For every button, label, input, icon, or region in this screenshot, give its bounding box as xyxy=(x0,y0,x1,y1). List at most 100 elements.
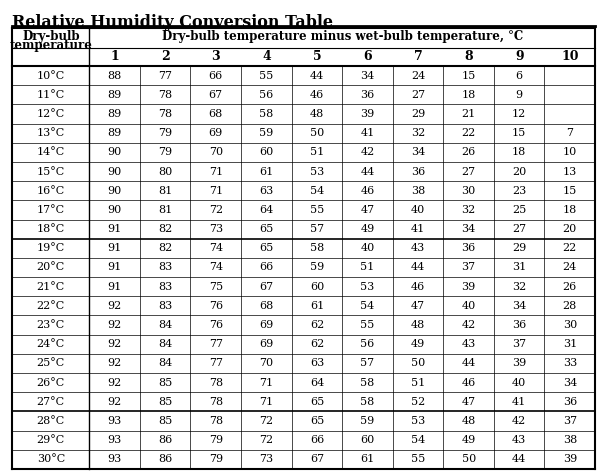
Text: 92: 92 xyxy=(107,301,122,311)
Text: 36: 36 xyxy=(512,320,526,330)
Text: 34: 34 xyxy=(361,71,374,81)
Text: 53: 53 xyxy=(361,282,374,292)
Text: 49: 49 xyxy=(411,339,425,349)
Text: 49: 49 xyxy=(461,435,476,445)
Text: 30: 30 xyxy=(461,186,476,196)
Text: 20°C: 20°C xyxy=(37,263,65,273)
Text: 20: 20 xyxy=(512,166,526,176)
Text: 54: 54 xyxy=(361,301,374,311)
Text: 44: 44 xyxy=(411,263,425,273)
Text: 82: 82 xyxy=(158,224,172,234)
Text: 19°C: 19°C xyxy=(37,243,65,253)
Text: 76: 76 xyxy=(209,301,223,311)
Text: 16°C: 16°C xyxy=(37,186,65,196)
Text: 25°C: 25°C xyxy=(37,358,65,368)
Text: 46: 46 xyxy=(461,378,476,388)
Text: 66: 66 xyxy=(259,263,274,273)
Text: 11°C: 11°C xyxy=(37,90,65,100)
Text: 71: 71 xyxy=(259,397,274,407)
Text: 70: 70 xyxy=(209,147,223,157)
Text: 88: 88 xyxy=(107,71,122,81)
Text: 67: 67 xyxy=(310,455,324,465)
Text: 69: 69 xyxy=(259,320,274,330)
Text: 91: 91 xyxy=(107,263,122,273)
Text: 91: 91 xyxy=(107,243,122,253)
Text: 42: 42 xyxy=(461,320,476,330)
Text: 67: 67 xyxy=(209,90,223,100)
Text: 4: 4 xyxy=(262,50,271,63)
Text: 82: 82 xyxy=(158,243,172,253)
Text: 34: 34 xyxy=(461,224,476,234)
Text: 51: 51 xyxy=(310,147,324,157)
Text: 8: 8 xyxy=(464,50,473,63)
Text: 83: 83 xyxy=(158,263,172,273)
Text: 54: 54 xyxy=(310,186,324,196)
Text: 50: 50 xyxy=(411,358,425,368)
Text: 24: 24 xyxy=(411,71,425,81)
Text: 27: 27 xyxy=(461,166,476,176)
Text: 86: 86 xyxy=(158,435,172,445)
Text: 39: 39 xyxy=(461,282,476,292)
Text: 56: 56 xyxy=(361,339,374,349)
Text: 79: 79 xyxy=(158,128,172,138)
Text: 48: 48 xyxy=(310,109,324,119)
Text: 61: 61 xyxy=(361,455,374,465)
Text: 46: 46 xyxy=(361,186,374,196)
Text: 76: 76 xyxy=(209,320,223,330)
Text: 72: 72 xyxy=(259,416,274,426)
Text: 14°C: 14°C xyxy=(37,147,65,157)
Text: 92: 92 xyxy=(107,397,122,407)
Text: 68: 68 xyxy=(209,109,223,119)
Text: 40: 40 xyxy=(361,243,374,253)
Text: 58: 58 xyxy=(259,109,274,119)
Text: 10°C: 10°C xyxy=(37,71,65,81)
Text: 58: 58 xyxy=(361,397,374,407)
Text: 30: 30 xyxy=(563,320,577,330)
Text: 44: 44 xyxy=(310,71,324,81)
Text: 37: 37 xyxy=(512,339,526,349)
Text: 5: 5 xyxy=(313,50,321,63)
Text: 20: 20 xyxy=(563,224,577,234)
Text: 72: 72 xyxy=(209,205,223,215)
Text: 17°C: 17°C xyxy=(37,205,65,215)
Text: 85: 85 xyxy=(158,397,172,407)
Text: 47: 47 xyxy=(461,397,476,407)
Text: 30°C: 30°C xyxy=(37,455,65,465)
Text: 15°C: 15°C xyxy=(37,166,65,176)
Text: 81: 81 xyxy=(158,205,172,215)
Text: 39: 39 xyxy=(563,455,577,465)
Text: 27: 27 xyxy=(512,224,526,234)
Text: 29: 29 xyxy=(411,109,425,119)
Text: 83: 83 xyxy=(158,282,172,292)
Text: 32: 32 xyxy=(411,128,425,138)
Text: 39: 39 xyxy=(361,109,374,119)
Text: 54: 54 xyxy=(411,435,425,445)
Text: 31: 31 xyxy=(563,339,577,349)
Text: 79: 79 xyxy=(158,147,172,157)
Text: 77: 77 xyxy=(209,339,223,349)
Text: 38: 38 xyxy=(563,435,577,445)
Text: 65: 65 xyxy=(259,224,274,234)
Text: 71: 71 xyxy=(209,186,223,196)
Text: 24: 24 xyxy=(563,263,577,273)
Text: 21°C: 21°C xyxy=(37,282,65,292)
Text: 61: 61 xyxy=(310,301,324,311)
Text: 92: 92 xyxy=(107,358,122,368)
Text: 29: 29 xyxy=(512,243,526,253)
Text: 34: 34 xyxy=(512,301,526,311)
Text: 59: 59 xyxy=(310,263,324,273)
Text: 51: 51 xyxy=(361,263,374,273)
Text: 90: 90 xyxy=(107,166,122,176)
Text: 41: 41 xyxy=(361,128,374,138)
Text: 69: 69 xyxy=(209,128,223,138)
Text: 64: 64 xyxy=(310,378,324,388)
Text: 25: 25 xyxy=(512,205,526,215)
Text: 46: 46 xyxy=(411,282,425,292)
Text: 90: 90 xyxy=(107,186,122,196)
Text: 89: 89 xyxy=(107,90,122,100)
Text: 44: 44 xyxy=(512,455,526,465)
Text: 60: 60 xyxy=(310,282,324,292)
Text: 10: 10 xyxy=(561,50,578,63)
Text: 83: 83 xyxy=(158,301,172,311)
Text: 91: 91 xyxy=(107,282,122,292)
